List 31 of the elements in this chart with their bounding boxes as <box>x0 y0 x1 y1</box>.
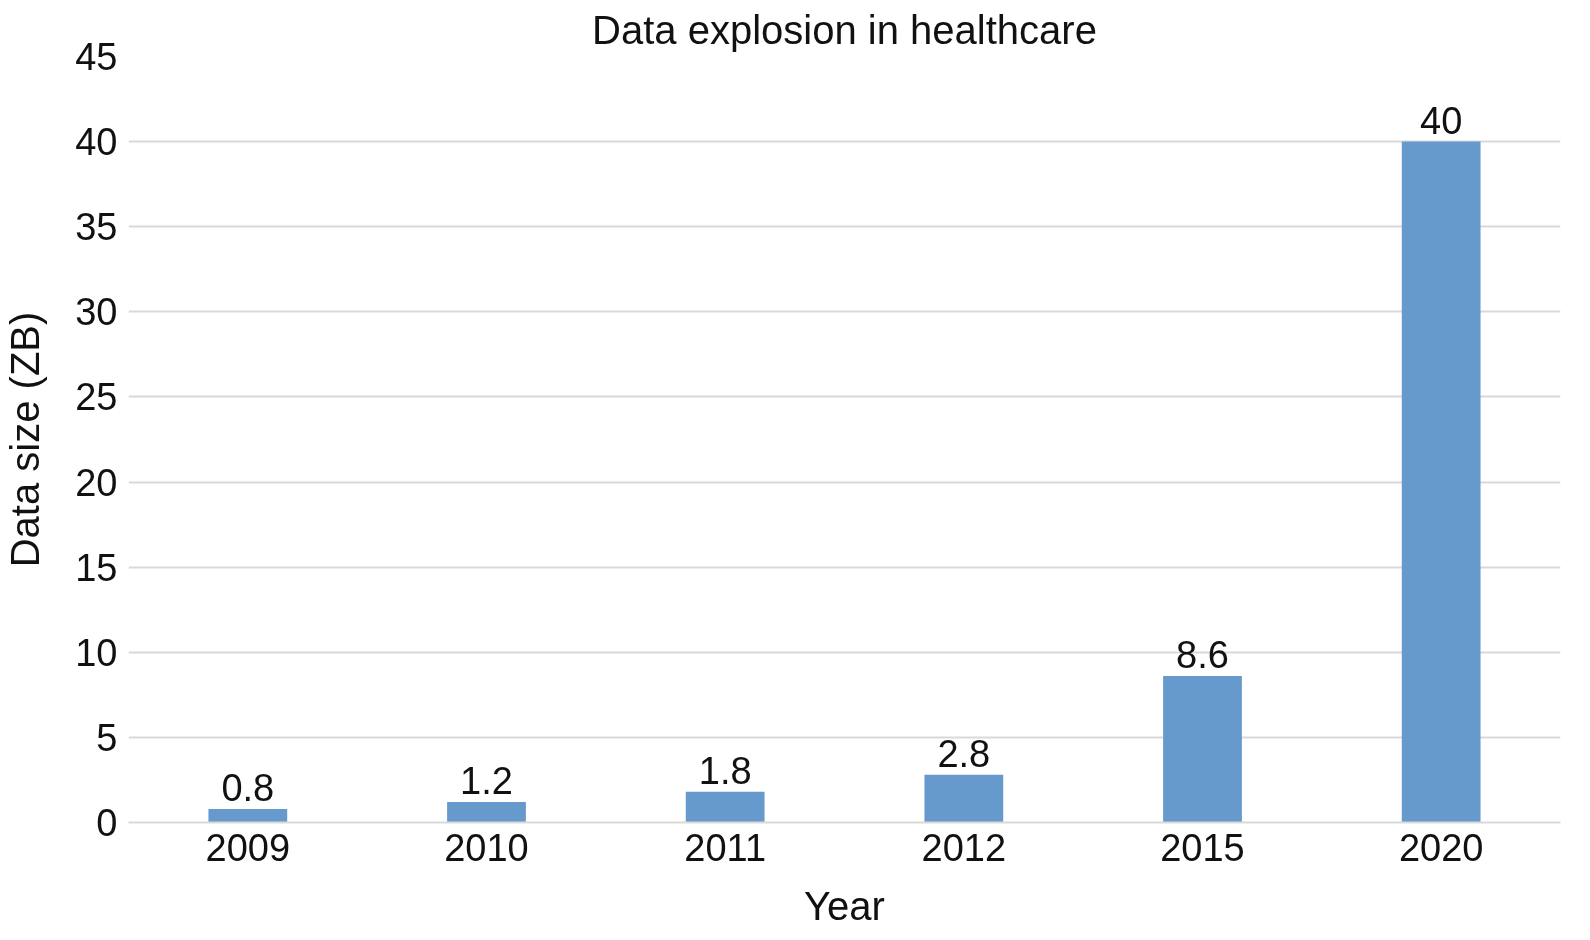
x-axis-title: Year <box>804 883 885 928</box>
data-label: 8.6 <box>1176 634 1229 677</box>
y-tick-label: 10 <box>75 631 118 674</box>
data-label: 1.2 <box>460 760 513 803</box>
y-axis-title: Data size (ZB) <box>3 311 48 568</box>
y-tick-label: 35 <box>75 206 118 249</box>
y-tick-label: 0 <box>96 802 118 844</box>
x-tick-label: 2010 <box>444 826 529 869</box>
y-tick-label: 30 <box>75 291 118 334</box>
y-tick-label: 25 <box>75 376 118 419</box>
bar <box>447 802 526 823</box>
bar <box>924 774 1004 823</box>
x-tick-label: 2009 <box>205 826 291 869</box>
x-tick-label: 2011 <box>684 826 767 869</box>
x-tick-label: 2020 <box>1398 826 1484 869</box>
x-tick-label: 2015 <box>1160 826 1245 869</box>
data-label: 40 <box>1420 99 1463 142</box>
y-tick-label: 45 <box>75 36 118 78</box>
bar <box>1163 676 1242 823</box>
data-label: 0.8 <box>221 766 275 809</box>
y-tick-label: 40 <box>75 121 118 164</box>
bar <box>685 791 765 823</box>
y-tick-label: 20 <box>75 461 118 504</box>
y-tick-label: 15 <box>75 546 118 589</box>
x-tick-label: 2012 <box>921 826 1007 869</box>
data-label: 1.8 <box>698 749 752 792</box>
data-label: 2.8 <box>937 732 991 775</box>
bar <box>1401 141 1481 823</box>
chart-title: Data explosion in healthcare <box>592 7 1097 52</box>
y-tick-label: 5 <box>96 716 118 759</box>
bar <box>208 808 288 823</box>
